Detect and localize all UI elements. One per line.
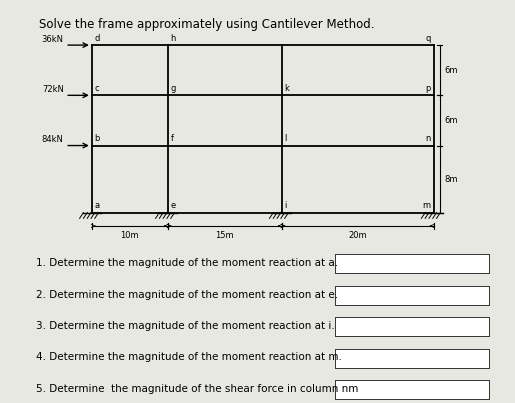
Text: p: p — [425, 84, 431, 93]
Text: 36kN: 36kN — [42, 35, 64, 44]
Text: 8m: 8m — [444, 174, 458, 183]
Text: Solve the frame approximately using Cantilever Method.: Solve the frame approximately using Cant… — [39, 18, 374, 31]
Text: c: c — [94, 84, 99, 93]
Text: 6m: 6m — [444, 116, 458, 125]
Text: 3. Determine the magnitude of the moment reaction at i.: 3. Determine the magnitude of the moment… — [36, 321, 335, 331]
Text: g: g — [170, 84, 176, 93]
Text: e: e — [170, 202, 176, 210]
Text: 1. Determine the magnitude of the moment reaction at a.: 1. Determine the magnitude of the moment… — [36, 258, 338, 268]
Text: k: k — [284, 84, 289, 93]
Text: m: m — [423, 202, 431, 210]
Text: 72kN: 72kN — [42, 85, 64, 94]
Text: d: d — [94, 34, 100, 43]
Text: 2. Determine the magnitude of the moment reaction at e.: 2. Determine the magnitude of the moment… — [36, 290, 338, 299]
Text: 5. Determine  the magnitude of the shear force in column nm: 5. Determine the magnitude of the shear … — [36, 384, 358, 394]
Text: i: i — [284, 202, 287, 210]
Text: l: l — [284, 135, 287, 143]
Text: 20m: 20m — [348, 231, 367, 239]
Text: 6m: 6m — [444, 66, 458, 75]
Text: h: h — [170, 34, 176, 43]
Text: n: n — [425, 135, 431, 143]
Text: b: b — [94, 135, 100, 143]
Text: q: q — [425, 34, 431, 43]
Text: 15m: 15m — [215, 231, 234, 239]
Text: a: a — [94, 202, 99, 210]
Text: 4. Determine the magnitude of the moment reaction at m.: 4. Determine the magnitude of the moment… — [36, 353, 342, 362]
Text: f: f — [170, 135, 174, 143]
Text: 10m: 10m — [121, 231, 139, 239]
Text: 84kN: 84kN — [42, 135, 64, 144]
